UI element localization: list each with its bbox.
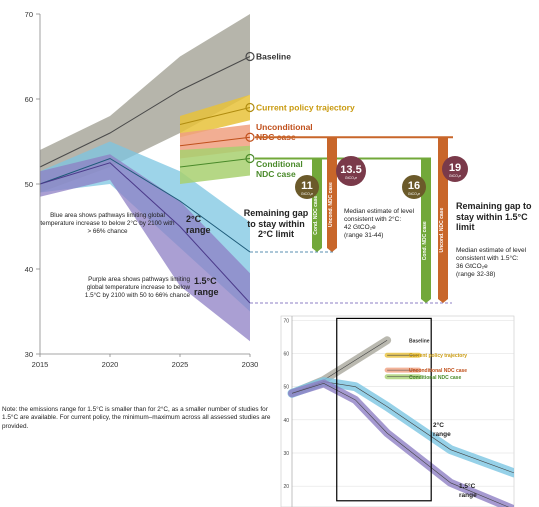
bubble-value: 11 <box>301 180 313 192</box>
label-baseline: Baseline <box>256 52 291 62</box>
blue-area-note: Blue area shows pathways limiting global… <box>40 212 175 235</box>
inset-label-2c-2: range <box>433 431 451 438</box>
bubble-circle <box>336 156 366 186</box>
bubble-unit: GtCO₂e <box>345 176 357 180</box>
gap-bar: Cond. NDC case <box>421 158 431 303</box>
end-marker <box>245 132 255 142</box>
gap-bar-label: Cond. NDC case <box>422 221 428 260</box>
gap-bar: Cond. NDC case <box>312 158 322 252</box>
gap-bar-label: Cond. NDC case <box>313 196 319 235</box>
gap-bar-body <box>327 137 337 248</box>
purple-area-note: Purple area shows pathways limiting glob… <box>84 276 190 299</box>
current-policy-line <box>179 107 251 125</box>
bubble-unit: GtCO₂e <box>408 192 420 196</box>
inset-series-line <box>291 383 510 507</box>
gap-15c-label: Remaining gap to stay within 1.5°C limit <box>456 201 532 232</box>
footnote: Note: the emissions range for 1.5°C is s… <box>2 406 271 430</box>
x-tick-label: 2030 <box>242 360 259 369</box>
bubble-unit: GtCO₂e <box>301 192 313 196</box>
inset-y-tick-label: 40 <box>283 418 289 424</box>
end-marker <box>245 153 255 164</box>
label-15c-2: range <box>194 287 219 297</box>
bubble-value: 13.5 <box>340 164 361 176</box>
x-tick-label: 2020 <box>102 360 119 369</box>
end-marker <box>245 102 255 113</box>
conditional-ndc-band <box>180 145 250 184</box>
gap-bar-label: Uncond. NDC case <box>439 208 445 253</box>
inset-y-tick-label: 60 <box>283 352 289 358</box>
inset-y-tick-label: 70 <box>283 318 289 324</box>
median-2c-note: Median estimate of level consistent with… <box>344 208 424 240</box>
y-tick-label: 70 <box>25 10 33 19</box>
end-marker <box>245 51 255 62</box>
gap-bar-label: Uncond. NDC case <box>328 182 334 227</box>
x-tick-label: 2025 <box>172 360 189 369</box>
gap-bar-arrow <box>327 248 337 252</box>
label-2c-1: 2°C <box>186 214 202 224</box>
inset-label-conditional: Conditional NDC case <box>409 375 461 381</box>
bubble-circle <box>295 175 319 199</box>
median-2c-line1: Median estimate of level consistent with… <box>344 208 415 223</box>
label-2c-2: range <box>186 225 211 235</box>
bubble-value: 16 <box>408 180 420 192</box>
bubble-circle <box>402 175 426 199</box>
y-tick-label: 40 <box>25 265 33 274</box>
inset-plot: 20 30 40 50 60 70 <box>283 316 514 507</box>
baseline-band <box>40 14 250 193</box>
inset-y-tick-label: 30 <box>283 451 289 457</box>
gap-bar-body <box>312 158 322 248</box>
inset-zoom-box <box>336 317 432 502</box>
label-conditional-2: NDC case <box>256 169 296 179</box>
label-current-policy: Current policy trajectory <box>256 103 355 113</box>
gap-bar-arrow <box>438 299 448 303</box>
label-15c-1: 1.5°C <box>194 276 217 286</box>
median-15c-note: Median estimate of level consistent with… <box>456 247 536 279</box>
gap-2c-label: Remaining gap to stay within 2°C limit <box>243 208 309 239</box>
median-15c-line3: (range 32-38) <box>456 271 496 278</box>
median-2c-line3: (range 31-44) <box>344 232 384 239</box>
inset-label-unconditional: Unconditional NDC case <box>409 368 467 374</box>
label-conditional-1: Conditional <box>256 159 303 169</box>
median-2c-line2: 42 GtCO₂e <box>344 224 376 231</box>
inset-chart: 20 30 40 50 60 70 Baseline Current policy traje… <box>280 315 515 507</box>
median-15c-line2: 36 GtCO₂e <box>456 263 488 270</box>
conditional-ndc-line <box>179 158 251 168</box>
bubble-value: 19 <box>449 162 461 174</box>
inset-label-2c-1: 2°C <box>433 421 444 429</box>
inset-label-15c-2: range <box>459 492 477 499</box>
inset-label-15c-1: 1.5°C <box>459 482 476 490</box>
x-tick-label: 2015 <box>32 360 49 369</box>
gap-bar-body <box>438 137 448 299</box>
unconditional-ndc-line <box>179 136 251 147</box>
gap-bar-body <box>421 158 431 299</box>
inset-label-baseline: Baseline <box>409 338 430 344</box>
inset-y-tick-label: 20 <box>283 484 289 490</box>
bubble-circle <box>442 156 468 182</box>
y-tick-label: 60 <box>25 95 33 104</box>
gap-bar-arrow <box>312 248 322 252</box>
one-point-five-median-line <box>39 162 251 304</box>
median-15c-line1: Median estimate of level consistent with… <box>456 247 527 262</box>
gap-bar: Uncond. NDC case <box>327 137 337 252</box>
gap-bar-arrow <box>421 299 431 303</box>
inset-y-tick-label: 50 <box>283 385 289 391</box>
y-tick-label: 30 <box>25 350 33 359</box>
gap-bar: Uncond. NDC case <box>438 137 448 303</box>
label-unconditional-1: Unconditional <box>256 122 313 132</box>
y-tick-label: 50 <box>25 180 33 189</box>
inset-label-current-policy: Current policy trajectory <box>409 353 467 359</box>
bubble-unit: GtCO₂e <box>449 174 461 178</box>
one-point-five-band <box>40 154 250 342</box>
two-degree-median-line <box>39 157 251 253</box>
baseline-line <box>39 56 251 168</box>
